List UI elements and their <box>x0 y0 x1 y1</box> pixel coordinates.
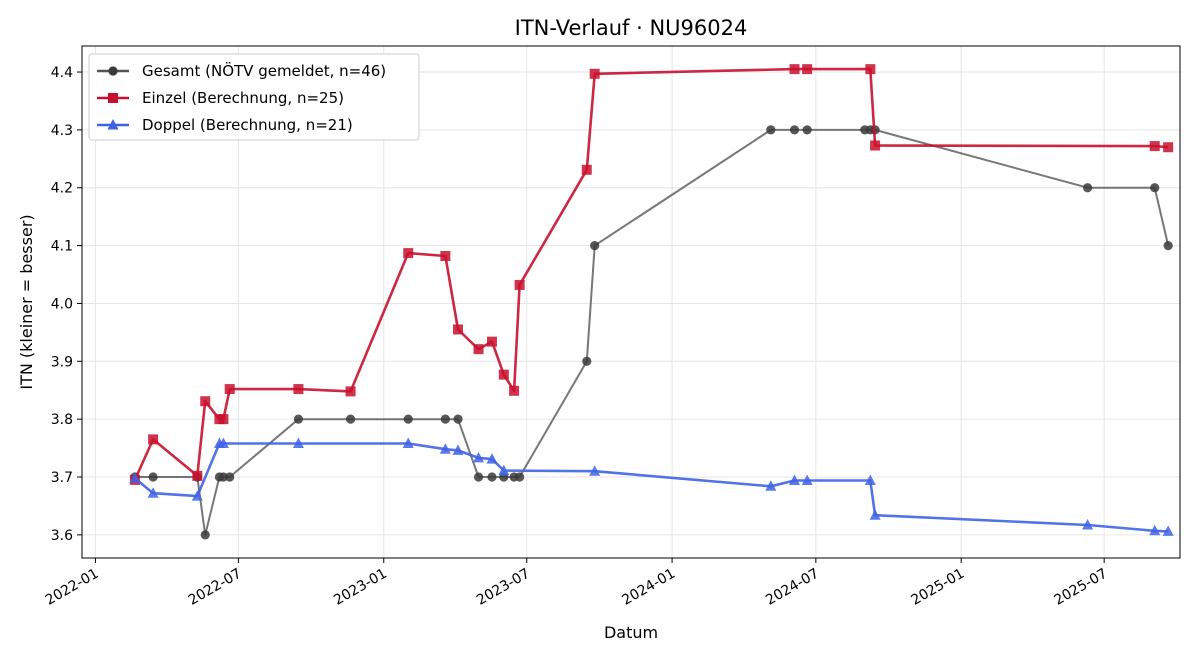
legend-frame <box>88 53 420 141</box>
y-tick-label: 4.2 <box>51 181 73 197</box>
data-point <box>453 414 463 424</box>
data-point <box>487 472 497 482</box>
data-point <box>509 385 520 396</box>
y-tick-label: 4.1 <box>51 239 73 255</box>
x-axis-label: Datum <box>604 623 658 642</box>
chart-title: ITN-Verlauf · NU96024 <box>515 16 748 40</box>
data-point <box>218 472 228 482</box>
data-point <box>403 414 413 424</box>
data-point <box>453 324 464 335</box>
legend-label: Einzel (Berechnung, n=25) <box>142 89 344 107</box>
legend-marker <box>108 66 118 76</box>
data-point <box>439 443 451 454</box>
data-point <box>473 344 484 355</box>
data-point <box>1163 240 1173 251</box>
legend-label: Gesamt (NÖTV gemeldet, n=46) <box>142 61 386 80</box>
y-tick-label: 3.6 <box>51 528 73 544</box>
legend-marker <box>108 93 118 103</box>
data-point <box>473 451 485 463</box>
data-point <box>498 369 509 380</box>
legend-item: Einzel (Berechnung, n=25) <box>97 89 344 107</box>
legend-item: Doppel (Berechnung, n=21) <box>97 116 353 134</box>
series-3 <box>129 437 1174 536</box>
y-tick-label: 3.8 <box>51 412 73 428</box>
data-point <box>589 68 600 79</box>
data-point <box>590 240 600 251</box>
data-point <box>147 487 159 498</box>
y-tick-label: 4.0 <box>51 296 73 312</box>
data-point <box>514 279 525 290</box>
data-point <box>440 414 450 424</box>
data-point <box>218 414 229 425</box>
data-point <box>498 464 510 476</box>
data-point <box>452 444 464 455</box>
data-point <box>192 470 203 481</box>
data-point <box>864 474 876 485</box>
data-point <box>802 64 813 75</box>
data-point <box>293 414 304 424</box>
data-point <box>515 472 525 482</box>
legend: Gesamt (NÖTV gemeldet, n=46) Einzel (Bere… <box>88 53 420 141</box>
series-2 <box>129 64 1174 485</box>
data-point <box>765 480 777 491</box>
data-point <box>217 437 229 448</box>
data-point <box>1149 524 1161 536</box>
data-point <box>1150 183 1160 193</box>
data-point <box>589 465 601 476</box>
data-point <box>129 472 141 483</box>
y-tick-label: 3.7 <box>51 470 73 486</box>
data-point <box>789 64 800 75</box>
data-point <box>1082 519 1094 530</box>
y-tick-label: 4.4 <box>51 65 73 81</box>
legend-marker <box>107 119 119 130</box>
data-point <box>1082 183 1093 193</box>
data-point <box>870 140 881 151</box>
data-point <box>148 434 159 445</box>
data-point <box>581 164 592 175</box>
data-point <box>801 474 813 485</box>
data-point <box>200 396 211 407</box>
y-tick-label: 3.9 <box>51 354 73 370</box>
data-point <box>225 472 235 482</box>
data-point <box>200 530 210 540</box>
data-point <box>789 474 801 485</box>
data-point <box>486 336 497 347</box>
data-point <box>1149 141 1160 152</box>
data-point <box>403 248 414 259</box>
data-point <box>766 125 776 135</box>
data-point <box>440 251 451 262</box>
data-point <box>869 509 881 520</box>
data-point <box>582 356 592 366</box>
data-point <box>224 384 235 395</box>
data-point <box>789 125 800 135</box>
data-point <box>191 490 203 501</box>
data-point <box>802 125 812 135</box>
data-point <box>1163 142 1174 153</box>
data-point <box>345 386 356 397</box>
data-point <box>345 414 356 424</box>
data-point <box>293 384 304 395</box>
data-point <box>148 472 158 482</box>
data-point <box>473 472 484 482</box>
y-tick-label: 4.3 <box>51 123 73 139</box>
legend-label: Doppel (Berechnung, n=21) <box>142 116 353 134</box>
y-axis-label: ITN (kleiner = besser) <box>17 214 36 389</box>
legend-item: Gesamt (NÖTV gemeldet, n=46) <box>97 61 386 80</box>
data-point <box>1162 525 1174 536</box>
data-point <box>865 64 876 75</box>
data-point <box>402 437 414 448</box>
axes-frame <box>81 45 1181 559</box>
data-point <box>292 437 304 448</box>
data-point <box>486 453 498 464</box>
